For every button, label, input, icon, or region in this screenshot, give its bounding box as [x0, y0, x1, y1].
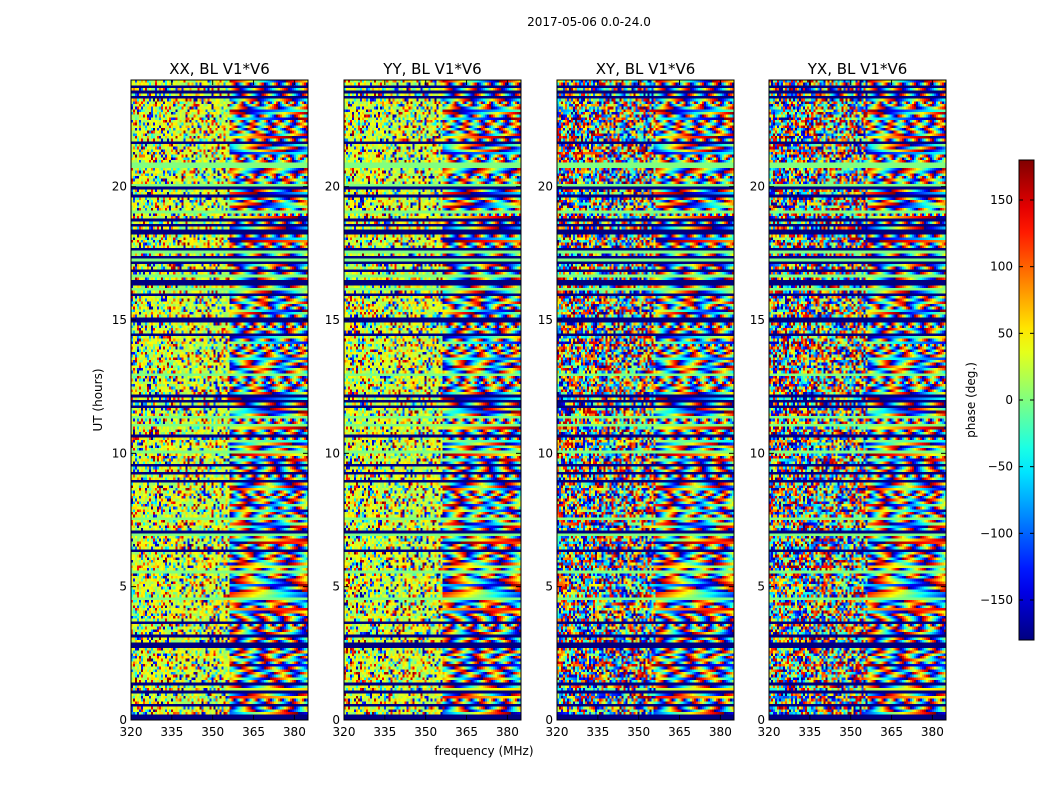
colorbar-tick-label: −150 — [980, 593, 1013, 607]
colorbar-label: phase (deg.) — [964, 362, 978, 438]
y-tick-label: 5 — [119, 580, 127, 594]
panel-title: XX, BL V1*V6 — [169, 60, 270, 78]
y-tick-label: 15 — [112, 313, 127, 327]
y-tick-label: 0 — [545, 713, 553, 727]
phase-canvas — [344, 80, 521, 720]
y-tick-label: 15 — [538, 313, 553, 327]
colorbar-tick-label: −100 — [980, 526, 1013, 540]
x-tick-label: 335 — [798, 725, 821, 739]
y-tick-label: 10 — [750, 446, 765, 460]
y-tick-label: 0 — [757, 713, 765, 727]
colorbar-tick-label: 50 — [998, 326, 1013, 340]
x-tick-label: 365 — [668, 725, 691, 739]
x-tick-label: 365 — [455, 725, 478, 739]
panel-title: YY, BL V1*V6 — [382, 60, 481, 78]
y-tick-label: 20 — [112, 180, 127, 194]
x-tick-label: 320 — [546, 725, 569, 739]
x-tick-label: 365 — [242, 725, 265, 739]
x-tick-label: 380 — [921, 725, 944, 739]
y-tick-label: 20 — [538, 180, 553, 194]
phase-canvas — [131, 80, 308, 720]
x-tick-label: 380 — [496, 725, 519, 739]
panel-2: YY, BL V1*V6 320 335 350 365 380 0 5 10 15 20 — [325, 60, 522, 739]
phase-canvas — [769, 80, 946, 720]
colorbar-tick-label: 150 — [990, 193, 1013, 207]
y-tick-label: 10 — [325, 446, 340, 460]
panel-4: YX, BL V1*V6 320 335 350 365 380 0 5 10 15 20 — [750, 60, 947, 739]
y-axis-label: UT (hours) — [91, 368, 105, 431]
colorbar-tick-label: 100 — [990, 260, 1013, 274]
phase-image — [769, 80, 946, 720]
y-tick-label: 5 — [757, 580, 765, 594]
y-tick-label: 0 — [119, 713, 127, 727]
x-tick-label: 350 — [414, 725, 437, 739]
phase-canvas — [557, 80, 734, 720]
phase-image — [557, 80, 734, 720]
x-axis-label: frequency (MHz) — [434, 744, 533, 758]
panel-frame — [343, 79, 522, 721]
x-tick-label: 380 — [709, 725, 732, 739]
y-tick-label: 10 — [538, 446, 553, 460]
y-tick-label: 5 — [332, 580, 340, 594]
x-tick-label: 350 — [627, 725, 650, 739]
panel-1: XX, BL V1*V6 320 335 350 365 380 0 5 10 15 20 — [112, 60, 309, 739]
figure-suptitle: 2017-05-06 0.0-24.0 — [527, 15, 651, 29]
x-tick-label: 320 — [120, 725, 143, 739]
y-tick-label: 5 — [545, 580, 553, 594]
x-tick-label: 335 — [160, 725, 183, 739]
panel-3: XY, BL V1*V6 320 335 350 365 380 0 5 10 15 20 — [538, 60, 735, 739]
panel-frame — [556, 79, 735, 721]
x-tick-label: 350 — [839, 725, 862, 739]
x-tick-label: 335 — [586, 725, 609, 739]
x-tick-label: 320 — [758, 725, 781, 739]
phase-image — [131, 80, 308, 720]
x-tick-label: 335 — [373, 725, 396, 739]
panel-frame — [130, 79, 309, 721]
x-tick-label: 350 — [201, 725, 224, 739]
y-tick-label: 20 — [750, 180, 765, 194]
phase-image — [344, 80, 521, 720]
colorbar-tick-label: −50 — [988, 460, 1013, 474]
y-tick-label: 15 — [325, 313, 340, 327]
y-tick-label: 0 — [332, 713, 340, 727]
x-tick-label: 365 — [880, 725, 903, 739]
y-tick-label: 15 — [750, 313, 765, 327]
y-tick-label: 20 — [325, 180, 340, 194]
y-tick-label: 10 — [112, 446, 127, 460]
colorbar: 150 100 50 0 −50 −100 −150 — [980, 159, 1035, 641]
colorbar-tick-label: 0 — [1005, 393, 1013, 407]
x-tick-label: 320 — [333, 725, 356, 739]
panel-title: YX, BL V1*V6 — [807, 60, 908, 78]
panel-title: XY, BL V1*V6 — [596, 60, 696, 78]
x-tick-label: 380 — [283, 725, 306, 739]
panel-frame — [768, 79, 947, 721]
